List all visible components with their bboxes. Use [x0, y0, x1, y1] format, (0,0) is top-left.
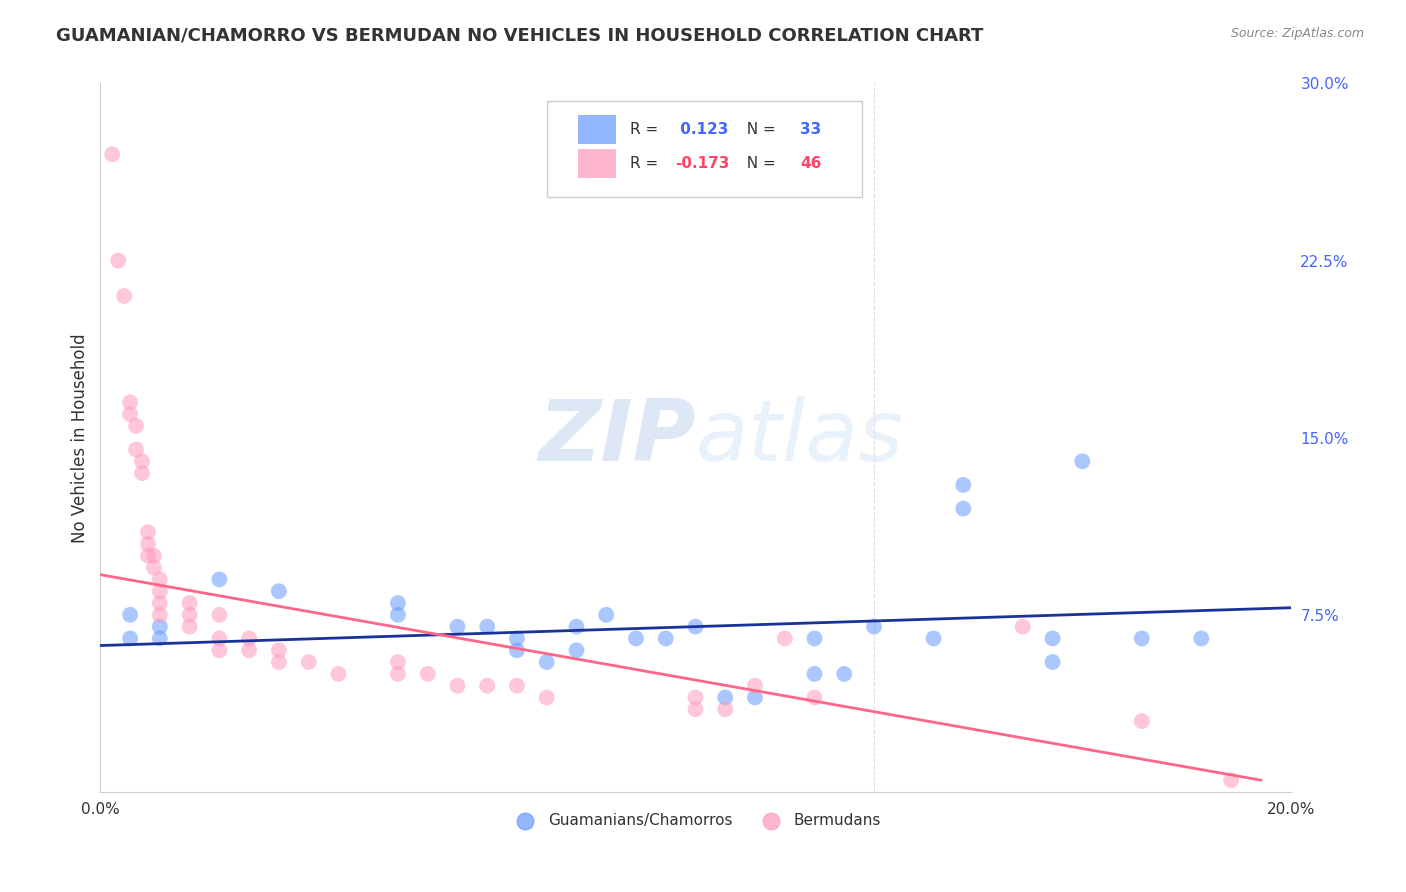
- Point: [565, 620, 588, 634]
- Point: [803, 666, 825, 681]
- Point: [1042, 655, 1064, 669]
- Point: [142, 560, 165, 574]
- Point: [506, 679, 529, 693]
- Text: R =: R =: [630, 156, 664, 171]
- Point: [922, 632, 945, 646]
- Point: [803, 690, 825, 705]
- Point: [149, 596, 172, 610]
- Point: [595, 607, 617, 622]
- Point: [416, 666, 439, 681]
- Point: [714, 690, 737, 705]
- Text: 33: 33: [800, 122, 821, 137]
- Text: R =: R =: [630, 122, 664, 137]
- Text: 0.123: 0.123: [675, 122, 728, 137]
- Point: [506, 632, 529, 646]
- Point: [131, 454, 153, 468]
- FancyBboxPatch shape: [547, 101, 862, 197]
- Point: [536, 655, 558, 669]
- Point: [685, 690, 707, 705]
- Point: [120, 407, 142, 421]
- Point: [477, 620, 499, 634]
- Point: [125, 442, 148, 457]
- FancyBboxPatch shape: [578, 149, 616, 178]
- Point: [1130, 714, 1153, 728]
- Point: [112, 289, 135, 303]
- Point: [120, 607, 142, 622]
- Point: [387, 655, 409, 669]
- Point: [136, 525, 159, 540]
- Point: [142, 549, 165, 563]
- Point: [506, 643, 529, 657]
- Point: [238, 643, 260, 657]
- Point: [1071, 454, 1094, 468]
- Point: [107, 253, 129, 268]
- Point: [744, 690, 766, 705]
- Text: N =: N =: [737, 156, 780, 171]
- Text: Source: ZipAtlas.com: Source: ZipAtlas.com: [1230, 27, 1364, 40]
- Point: [208, 573, 231, 587]
- FancyBboxPatch shape: [578, 114, 616, 145]
- Point: [149, 607, 172, 622]
- Point: [149, 584, 172, 599]
- Point: [136, 549, 159, 563]
- Point: [267, 643, 290, 657]
- Point: [1220, 773, 1243, 788]
- Point: [952, 501, 974, 516]
- Point: [131, 466, 153, 480]
- Point: [832, 666, 855, 681]
- Point: [149, 632, 172, 646]
- Point: [208, 643, 231, 657]
- Point: [125, 418, 148, 433]
- Point: [863, 620, 886, 634]
- Text: N =: N =: [737, 122, 780, 137]
- Point: [685, 702, 707, 716]
- Point: [120, 395, 142, 409]
- Point: [267, 655, 290, 669]
- Point: [654, 632, 676, 646]
- Point: [536, 690, 558, 705]
- Point: [387, 596, 409, 610]
- Text: GUAMANIAN/CHAMORRO VS BERMUDAN NO VEHICLES IN HOUSEHOLD CORRELATION CHART: GUAMANIAN/CHAMORRO VS BERMUDAN NO VEHICL…: [56, 27, 984, 45]
- Point: [1189, 632, 1212, 646]
- Point: [149, 620, 172, 634]
- Point: [328, 666, 350, 681]
- Point: [773, 632, 796, 646]
- Point: [387, 666, 409, 681]
- Point: [179, 620, 201, 634]
- Point: [1042, 632, 1064, 646]
- Point: [446, 620, 468, 634]
- Point: [952, 478, 974, 492]
- Point: [238, 632, 260, 646]
- Text: 46: 46: [800, 156, 821, 171]
- Text: -0.173: -0.173: [675, 156, 730, 171]
- Point: [101, 147, 124, 161]
- Point: [744, 679, 766, 693]
- Point: [714, 702, 737, 716]
- Text: ZIP: ZIP: [538, 396, 696, 479]
- Point: [208, 632, 231, 646]
- Text: atlas: atlas: [696, 396, 904, 479]
- Point: [120, 632, 142, 646]
- Point: [624, 632, 647, 646]
- Point: [803, 632, 825, 646]
- Legend: Guamanians/Chamorros, Bermudans: Guamanians/Chamorros, Bermudans: [503, 806, 887, 834]
- Point: [267, 584, 290, 599]
- Y-axis label: No Vehicles in Household: No Vehicles in Household: [72, 333, 89, 542]
- Point: [1130, 632, 1153, 646]
- Point: [477, 679, 499, 693]
- Point: [1011, 620, 1033, 634]
- Point: [179, 607, 201, 622]
- Point: [685, 620, 707, 634]
- Point: [149, 573, 172, 587]
- Point: [565, 643, 588, 657]
- Point: [179, 596, 201, 610]
- Point: [208, 607, 231, 622]
- Point: [136, 537, 159, 551]
- Point: [298, 655, 321, 669]
- Point: [387, 607, 409, 622]
- Point: [446, 679, 468, 693]
